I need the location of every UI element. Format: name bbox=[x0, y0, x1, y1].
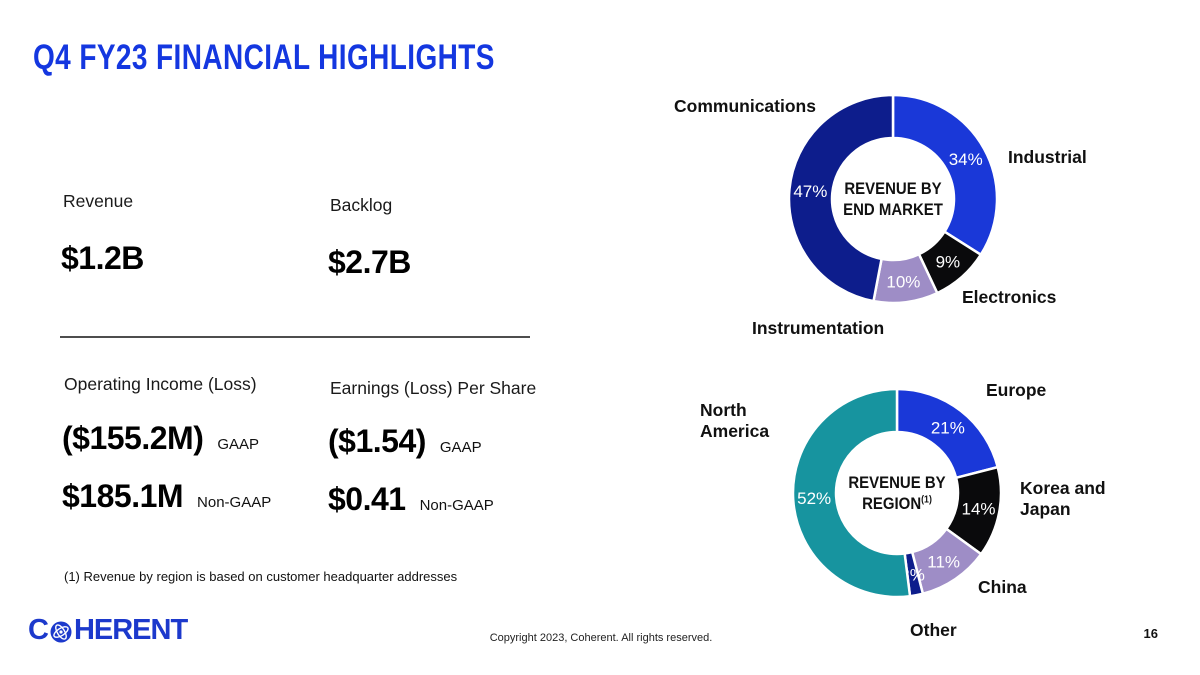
label-industrial: Industrial bbox=[1008, 147, 1087, 167]
page-number: 16 bbox=[1143, 626, 1158, 641]
section-divider bbox=[60, 336, 530, 338]
footnote: (1) Revenue by region is based on custom… bbox=[64, 569, 458, 584]
eps-non-gaap-value: $0.41 bbox=[328, 481, 406, 517]
slice-percent-label: 9% bbox=[936, 252, 961, 271]
revenue-by-region-donut-chart: 21%14%11%2%52% bbox=[791, 387, 1003, 599]
label-communications: Communications bbox=[674, 96, 816, 116]
footnote-marker: (1) bbox=[921, 494, 932, 506]
non-gaap-tag: Non-GAAP bbox=[197, 494, 272, 511]
logo-letter-c: C bbox=[28, 614, 49, 646]
backlog-label: Backlog bbox=[330, 195, 393, 215]
slice-percent-label: 10% bbox=[886, 272, 920, 291]
slice-percent-label: 21% bbox=[931, 418, 965, 437]
copyright-text: Copyright 2023, Coherent. All rights res… bbox=[489, 632, 713, 644]
slice-percent-label: 11% bbox=[927, 553, 960, 572]
backlog-value: $2.7B bbox=[328, 244, 411, 280]
slice-percent-label: 47% bbox=[793, 182, 827, 201]
gaap-tag: GAAP bbox=[439, 439, 482, 456]
operating-income-gaap-value: ($155.2M) bbox=[62, 420, 204, 456]
eps-gaap-value: ($1.54) bbox=[328, 423, 426, 459]
non-gaap-tag: Non-GAAP bbox=[419, 497, 494, 514]
eps-label: Earnings (Loss) Per Share bbox=[330, 378, 537, 398]
label-north-america: North America bbox=[700, 400, 770, 441]
revenue-by-end-market-center-label: REVENUE BY END MARKET bbox=[843, 179, 943, 220]
backlog-value-row: $2.7B bbox=[328, 244, 411, 281]
label-europe: Europe bbox=[986, 380, 1047, 400]
operating-income-non-gaap-value: $185.1M bbox=[62, 478, 184, 514]
revenue-by-region-center-label: REVENUE BY REGION(1) bbox=[848, 473, 946, 514]
gaap-tag: GAAP bbox=[217, 436, 260, 453]
revenue-by-end-market-donut-chart: 34% 9% 10% 47% bbox=[787, 93, 999, 305]
atom-globe-icon bbox=[50, 621, 72, 642]
label-electronics: Electronics bbox=[962, 287, 1057, 307]
slice-communications bbox=[787, 93, 895, 303]
coherent-logo: C HERENT bbox=[28, 614, 188, 647]
page-title: Q4 FY23 FINANCIAL HIGHLIGHTS bbox=[33, 38, 495, 77]
label-other: Other bbox=[910, 620, 957, 640]
slice-percent-label: 34% bbox=[949, 150, 983, 169]
slice-percent-label: 14% bbox=[962, 500, 996, 519]
label-instrumentation: Instrumentation bbox=[752, 318, 885, 338]
revenue-value: $1.2B bbox=[61, 240, 144, 276]
eps-gaap-row: ($1.54) GAAP bbox=[328, 423, 482, 460]
revenue-value-row: $1.2B bbox=[61, 240, 144, 277]
revenue-label: Revenue bbox=[63, 191, 134, 211]
operating-income-non-gaap-row: $185.1M Non-GAAP bbox=[62, 478, 271, 515]
logo-letters-rest: HERENT bbox=[73, 614, 188, 646]
label-korea-and-japan: Korea and Japan bbox=[1020, 478, 1106, 519]
label-china: China bbox=[978, 577, 1027, 597]
operating-income-gaap-row: ($155.2M) GAAP bbox=[62, 420, 259, 457]
operating-income-label: Operating Income (Loss) bbox=[64, 374, 257, 394]
slice-industrial bbox=[891, 93, 999, 256]
slice-percent-label: 52% bbox=[797, 489, 831, 508]
eps-non-gaap-row: $0.41 Non-GAAP bbox=[328, 481, 494, 518]
slice-north-america bbox=[791, 387, 912, 599]
